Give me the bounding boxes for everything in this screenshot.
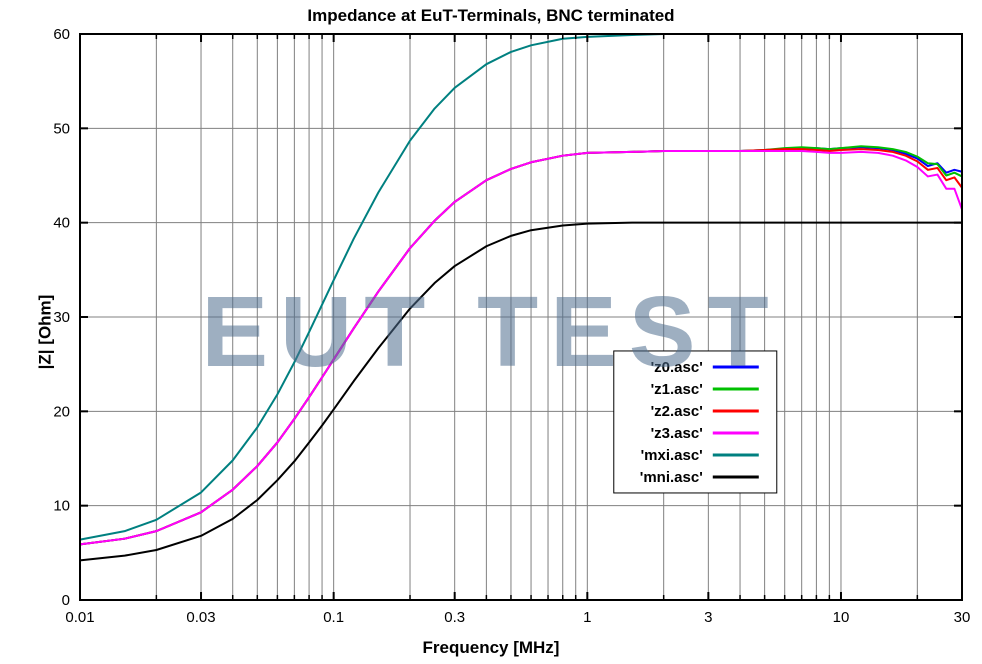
plot-svg: 0 10 20 30 40 50 60 0.01 0.03 0.1 0.3 1 3 10 30 'z0.asc… (0, 0, 982, 664)
ytick-label: 50 (53, 120, 70, 137)
legend-label: 'z2.asc' (651, 403, 703, 420)
xtick-label: 0.01 (65, 609, 94, 626)
xtick-label: 1 (583, 609, 591, 626)
xtick-label: 10 (833, 609, 850, 626)
ytick-label: 30 (53, 309, 70, 326)
legend-label: 'mxi.asc' (641, 447, 703, 464)
ytick-label: 10 (53, 498, 70, 515)
xtick-label: 0.1 (323, 609, 344, 626)
xtick-label: 0.03 (186, 609, 215, 626)
y-axis-label: |Z| [Ohm] (35, 295, 55, 370)
ytick-label: 0 (62, 592, 70, 609)
ytick-label: 60 (53, 26, 70, 43)
xtick-label: 3 (704, 609, 712, 626)
legend-label: 'z3.asc' (651, 425, 703, 442)
legend-label: 'z0.asc' (651, 359, 703, 376)
chart-title: Impedance at EuT-Terminals, BNC terminat… (0, 6, 982, 26)
impedance-chart: Impedance at EuT-Terminals, BNC terminat… (0, 0, 982, 664)
ytick-label: 40 (53, 215, 70, 232)
ytick-label: 20 (53, 403, 70, 420)
x-axis-label: Frequency [MHz] (0, 638, 982, 658)
xtick-label: 0.3 (444, 609, 465, 626)
xtick-label: 30 (954, 609, 971, 626)
legend-label: 'z1.asc' (651, 381, 703, 398)
legend-label: 'mni.asc' (640, 469, 703, 486)
